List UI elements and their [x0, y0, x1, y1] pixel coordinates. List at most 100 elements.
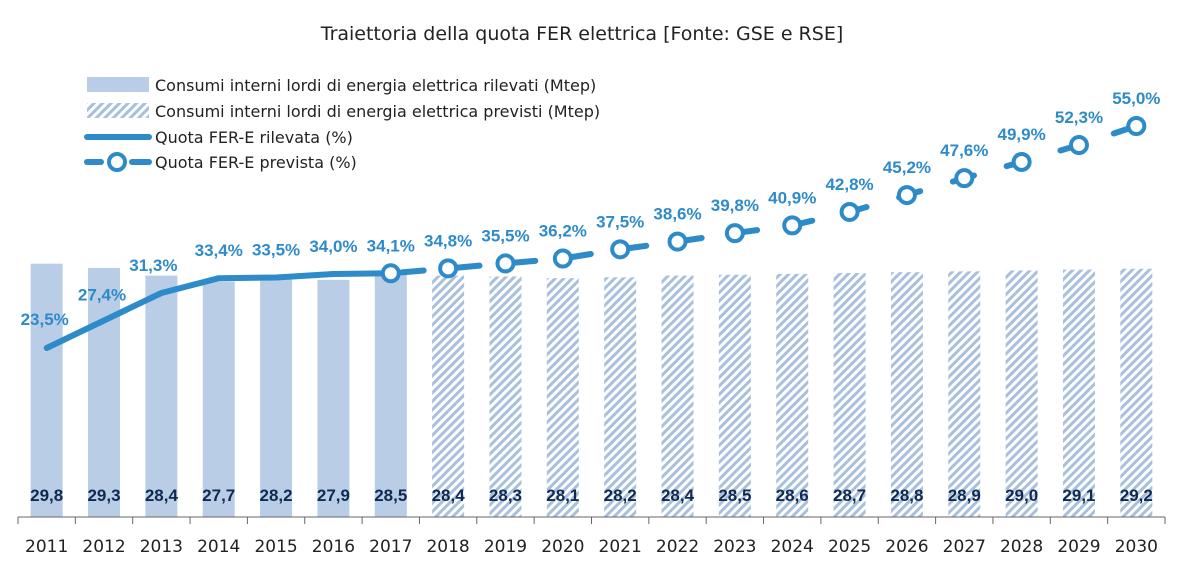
bar-2025: [833, 273, 866, 517]
pct-label-2026: 45,2%: [883, 158, 931, 177]
bar-value-label-2028: 29,0: [1005, 486, 1038, 505]
bar-2016: [317, 279, 350, 517]
pct-label-2028: 49,9%: [998, 125, 1046, 144]
bar-value-label-2016: 27,9: [317, 486, 350, 505]
bar-2011: [30, 263, 63, 517]
bar-2019: [489, 276, 522, 517]
bar-value-label-2025: 28,7: [833, 486, 866, 505]
bar-value-label-2026: 28,8: [890, 486, 923, 505]
bar-value-label-2024: 28,6: [776, 486, 809, 505]
line-quota-prevista: [387, 123, 1140, 277]
bar-value-label-2017: 28,5: [374, 486, 407, 505]
bar-value-label-2020: 28,1: [546, 486, 579, 505]
x-tick-label-2023: 2023: [713, 537, 756, 557]
pct-label-2025: 42,8%: [825, 175, 873, 194]
x-axis: 2011 2012 2013 2014 2015 2016 2017 2018 2019 2020…: [17, 516, 1166, 557]
bar-value-label-2011: 29,8: [30, 486, 63, 505]
pct-label-2018: 34,8%: [424, 231, 472, 250]
bar-value-label-2029: 29,1: [1062, 486, 1095, 505]
marker-prevista-2026: [896, 185, 917, 206]
x-tick-label-2012: 2012: [82, 537, 125, 557]
x-tick-label-2019: 2019: [484, 537, 527, 557]
pct-label-2022: 38,6%: [653, 205, 701, 224]
bar-2030: [1120, 268, 1153, 517]
bar-value-label-2030: 29,2: [1120, 486, 1153, 505]
bar-value-label-2015: 28,2: [260, 486, 293, 505]
marker-prevista-2027: [954, 168, 975, 189]
pct-label-2011: 23,5%: [21, 310, 69, 329]
pct-label-2016: 34,0%: [309, 237, 357, 256]
pct-label-2024: 40,9%: [768, 188, 816, 207]
x-tick-label-2030: 2030: [1115, 537, 1158, 557]
x-tick-label-2021: 2021: [599, 537, 642, 557]
pct-label-2030: 55,0%: [1112, 89, 1160, 108]
marker-prevista-2023: [724, 223, 745, 244]
marker-prevista-2018: [438, 258, 459, 279]
lines-layer: [43, 116, 1147, 351]
legend-swatch-line-prevista-marker: [107, 152, 127, 172]
bar-2023: [718, 274, 751, 517]
legend-label-line-prevista: Quota FER-E prevista (%): [155, 153, 357, 172]
pct-label-2021: 37,5%: [596, 212, 644, 231]
bar-2014: [202, 281, 235, 517]
x-tick-label-2026: 2026: [885, 537, 928, 557]
marker-prevista-2021: [610, 239, 631, 260]
x-tick-label-2027: 2027: [943, 537, 986, 557]
bar-2013: [145, 275, 178, 517]
pct-label-2014: 33,4%: [195, 241, 243, 260]
bar-value-label-2014: 27,7: [202, 486, 235, 505]
marker-prevista-2030: [1126, 116, 1147, 136]
x-tick-label-2028: 2028: [1000, 537, 1043, 557]
marker-prevista-2025: [839, 201, 860, 222]
pct-label-2027: 47,6%: [940, 141, 988, 160]
bar-2028: [1005, 270, 1038, 517]
marker-prevista-2019: [495, 253, 516, 274]
x-tick-label-2017: 2017: [369, 537, 412, 557]
bar-value-label-2013: 28,4: [145, 486, 179, 505]
x-tick-label-2022: 2022: [656, 537, 699, 557]
bars-layer: [30, 263, 1153, 517]
x-tick-label-2025: 2025: [828, 537, 871, 557]
x-tick-label-2024: 2024: [771, 537, 814, 557]
legend: Consumi interni lordi di energia elettri…: [84, 76, 600, 172]
bar-2026: [890, 272, 923, 517]
bar-value-label-2012: 29,3: [87, 486, 120, 505]
pct-label-2029: 52,3%: [1055, 108, 1103, 127]
marker-prevista-2017: [380, 263, 401, 284]
bar-2029: [1062, 269, 1095, 517]
bar-value-label-2018: 28,4: [432, 486, 466, 505]
marker-prevista-2024: [782, 215, 803, 236]
bar-value-label-2019: 28,3: [489, 486, 522, 505]
x-tick-label-2014: 2014: [197, 537, 240, 557]
bar-2017: [374, 274, 407, 517]
x-tick-label-2015: 2015: [254, 537, 297, 557]
bar-value-label-2023: 28,5: [718, 486, 751, 505]
legend-swatch-bar-rilevati: [87, 77, 149, 92]
pct-label-2015: 33,5%: [252, 241, 300, 260]
bar-2027: [948, 271, 981, 517]
bar-2018: [432, 275, 465, 517]
bar-value-label-2027: 28,9: [948, 486, 981, 505]
marker-prevista-2028: [1011, 151, 1032, 172]
bar-value-label-2021: 28,2: [604, 486, 637, 505]
pct-label-2020: 36,2%: [539, 221, 587, 240]
bar-2015: [260, 277, 293, 517]
x-tick-label-2011: 2011: [25, 537, 68, 557]
pct-label-2017: 34,1%: [367, 236, 415, 255]
legend-label-bar-rilevati: Consumi interni lordi di energia elettri…: [155, 76, 596, 95]
bar-2021: [604, 277, 637, 517]
bar-2022: [661, 275, 694, 517]
pct-label-2019: 35,5%: [481, 226, 529, 245]
marker-prevista-2022: [667, 231, 688, 252]
marker-prevista-2029: [1068, 135, 1089, 156]
x-tick-label-2029: 2029: [1057, 537, 1100, 557]
pct-label-2012: 27,4%: [78, 286, 126, 305]
bar-2024: [776, 273, 809, 517]
x-tick-label-2020: 2020: [541, 537, 584, 557]
pct-label-2023: 39,8%: [711, 196, 759, 215]
x-tick-label-2018: 2018: [426, 537, 469, 557]
bar-value-label-2022: 28,4: [661, 486, 695, 505]
legend-label-line-rilevata: Quota FER-E rilevata (%): [155, 128, 353, 147]
x-tick-label-2016: 2016: [312, 537, 355, 557]
